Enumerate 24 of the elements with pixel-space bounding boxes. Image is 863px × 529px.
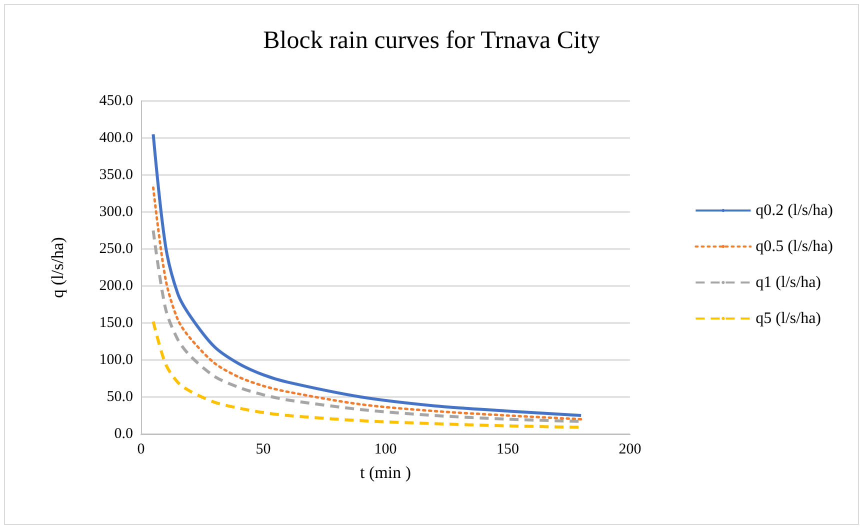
y-tick-label: 150.0 — [99, 315, 133, 331]
x-axis-title: t (min ) — [360, 463, 411, 482]
legend-label: q0.2 (l/s/ha) — [756, 202, 834, 219]
x-tick-label: 0 — [137, 442, 145, 458]
line-series — [152, 186, 582, 420]
y-tick-label: 300.0 — [99, 204, 133, 220]
x-tick-label: 50 — [256, 442, 271, 458]
legend-label: q5 (l/s/ha) — [756, 310, 822, 327]
x-tick-label: 100 — [374, 442, 397, 458]
y-tick-label: 450.0 — [99, 93, 133, 109]
legend-label: q0.5 (l/s/ha) — [756, 238, 834, 255]
y-tick-label: 50.0 — [106, 389, 133, 405]
legend-label: q1 (l/s/ha) — [756, 274, 822, 291]
x-tick-label: 200 — [618, 442, 642, 458]
y-tick-label: 200.0 — [99, 278, 133, 294]
y-tick-label: 400.0 — [99, 130, 133, 146]
y-tick-label: 100.0 — [99, 352, 133, 368]
chart-title: Block rain curves for Trnava City — [263, 27, 600, 54]
line-series — [152, 132, 583, 417]
y-tick-label: 0.0 — [114, 426, 133, 442]
y-tick-label: 250.0 — [99, 241, 133, 257]
y-tick-label: 350.0 — [99, 167, 133, 183]
y-axis-title: q (l/s/ha) — [48, 237, 67, 298]
x-tick-label: 150 — [496, 442, 519, 458]
